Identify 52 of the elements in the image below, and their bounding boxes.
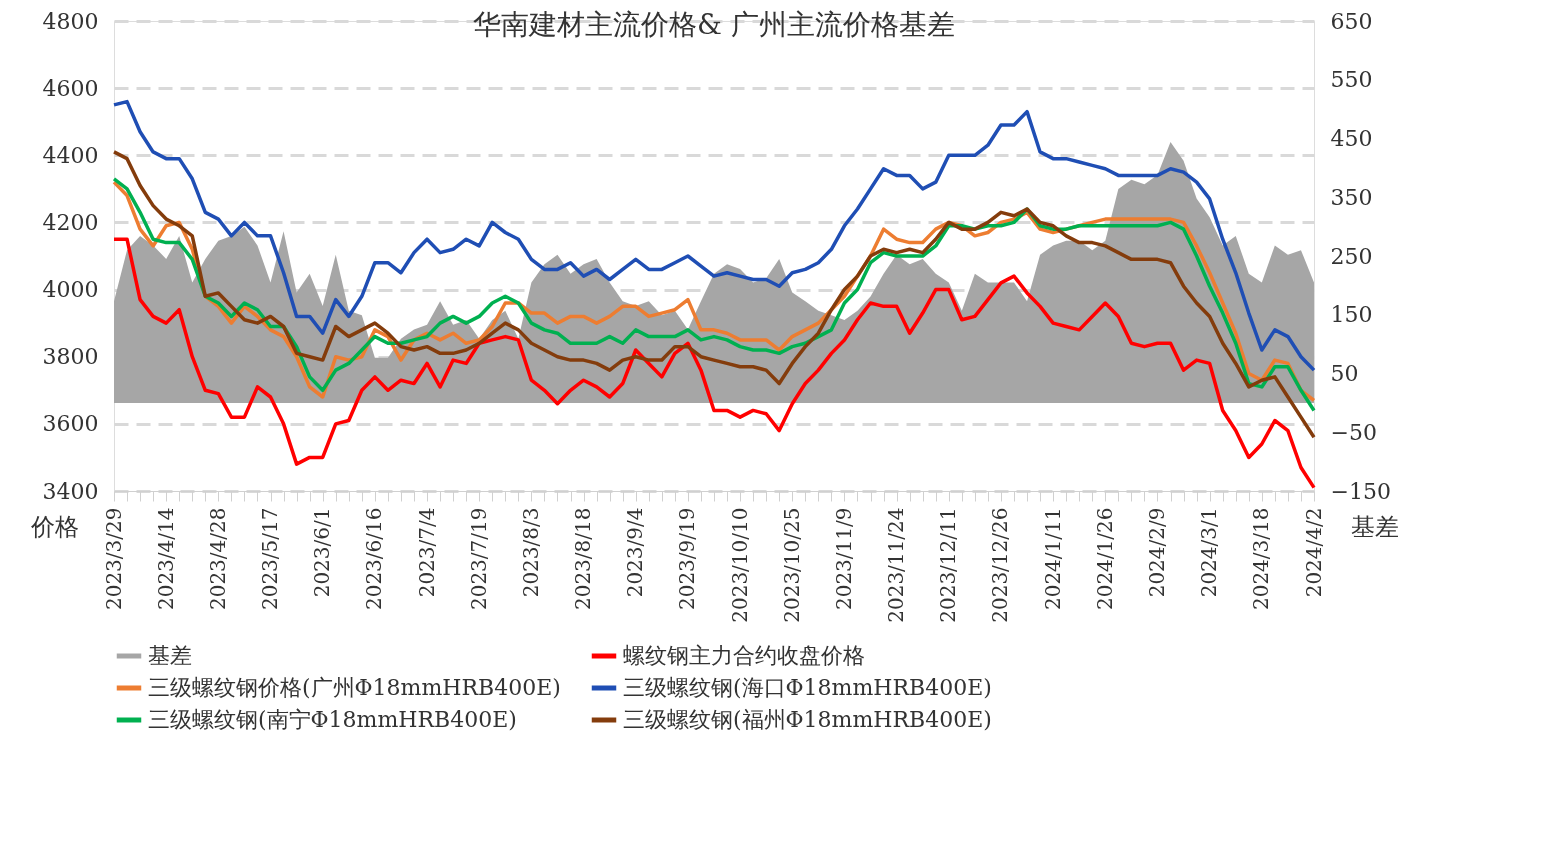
x-tick-label: 2023/11/24	[884, 507, 909, 623]
y-tick-label: 4800	[42, 8, 99, 34]
x-tick-label: 2023/11/9	[831, 507, 856, 611]
y-tick-label: 4600	[42, 75, 99, 101]
x-tick-label: 2024/3/1	[1197, 507, 1222, 598]
x-tick-label: 2023/7/19	[466, 507, 491, 611]
y-tick-label: 4000	[42, 277, 99, 303]
x-tick-label: 2023/9/4	[623, 507, 648, 598]
x-tick-label: 2024/1/26	[1092, 507, 1117, 611]
x-tick-label: 2023/6/16	[362, 507, 387, 611]
x-tick-label: 2023/9/19	[675, 507, 700, 611]
x-tick-label: 2024/3/18	[1249, 507, 1274, 611]
line-series	[112, 150, 1316, 440]
x-tick-label: 2023/8/3	[518, 507, 543, 598]
y2-tick-label: 50	[1330, 361, 1359, 386]
y2-tick-label: −150	[1330, 478, 1391, 504]
y-tick-label: 3800	[42, 344, 99, 370]
x-tick-label: 2023/7/4	[414, 507, 439, 598]
legend-label: 基差	[148, 643, 192, 668]
legend-label: 三级螺纹钢(福州Φ18mmHRB400E)	[623, 707, 992, 732]
y2-tick-label: −50	[1330, 419, 1377, 445]
x-tick-label: 2023/6/1	[310, 507, 335, 598]
y-tick-label: 4200	[42, 209, 99, 235]
x-tick-label: 2023/12/26	[988, 507, 1013, 623]
y-tick-label: 3600	[42, 411, 99, 437]
x-tick-label: 2023/12/11	[936, 507, 961, 623]
x-tick-label: 2023/10/25	[779, 507, 804, 623]
line-series	[112, 99, 1316, 372]
x-tick-label: 2024/2/9	[1144, 507, 1169, 598]
x-tick-label: 2024/1/11	[1040, 507, 1065, 611]
legend-label: 三级螺纹钢(海口Φ18mmHRB400E)	[623, 675, 992, 700]
x-tick-label: 2023/4/28	[205, 507, 230, 611]
y2-tick-label: 350	[1330, 184, 1373, 210]
x-tick-label: 2024/4/2	[1301, 507, 1326, 598]
y-tick-label: 3400	[42, 478, 99, 504]
y2-tick-label: 650	[1330, 8, 1373, 34]
y-axis-title: 价格	[29, 512, 79, 541]
y2-tick-label: 150	[1330, 302, 1373, 328]
x-tick-label: 2023/8/18	[571, 507, 596, 611]
y2-tick-label: 550	[1330, 67, 1373, 93]
y2-tick-label: 450	[1330, 126, 1373, 151]
legend-label: 三级螺纹钢(南宁Φ18mmHRB400E)	[148, 707, 517, 732]
x-tick-label: 2023/10/10	[727, 507, 752, 623]
y2-tick-label: 250	[1330, 243, 1373, 269]
x-tick-label: 2023/5/17	[258, 507, 283, 611]
chart-title: 华南建材主流价格& 广州主流价格基差	[473, 8, 955, 41]
y-tick-label: 4400	[42, 142, 99, 168]
legend-label: 螺纹钢主力合约收盘价格	[623, 643, 865, 668]
x-tick-label: 2023/3/29	[101, 507, 126, 611]
x-tick-label: 2023/4/14	[153, 507, 178, 611]
y2-axis-title: 基差	[1350, 512, 1399, 541]
legend-label: 三级螺纹钢价格(广州Φ18mmHRB400E)	[148, 675, 561, 700]
